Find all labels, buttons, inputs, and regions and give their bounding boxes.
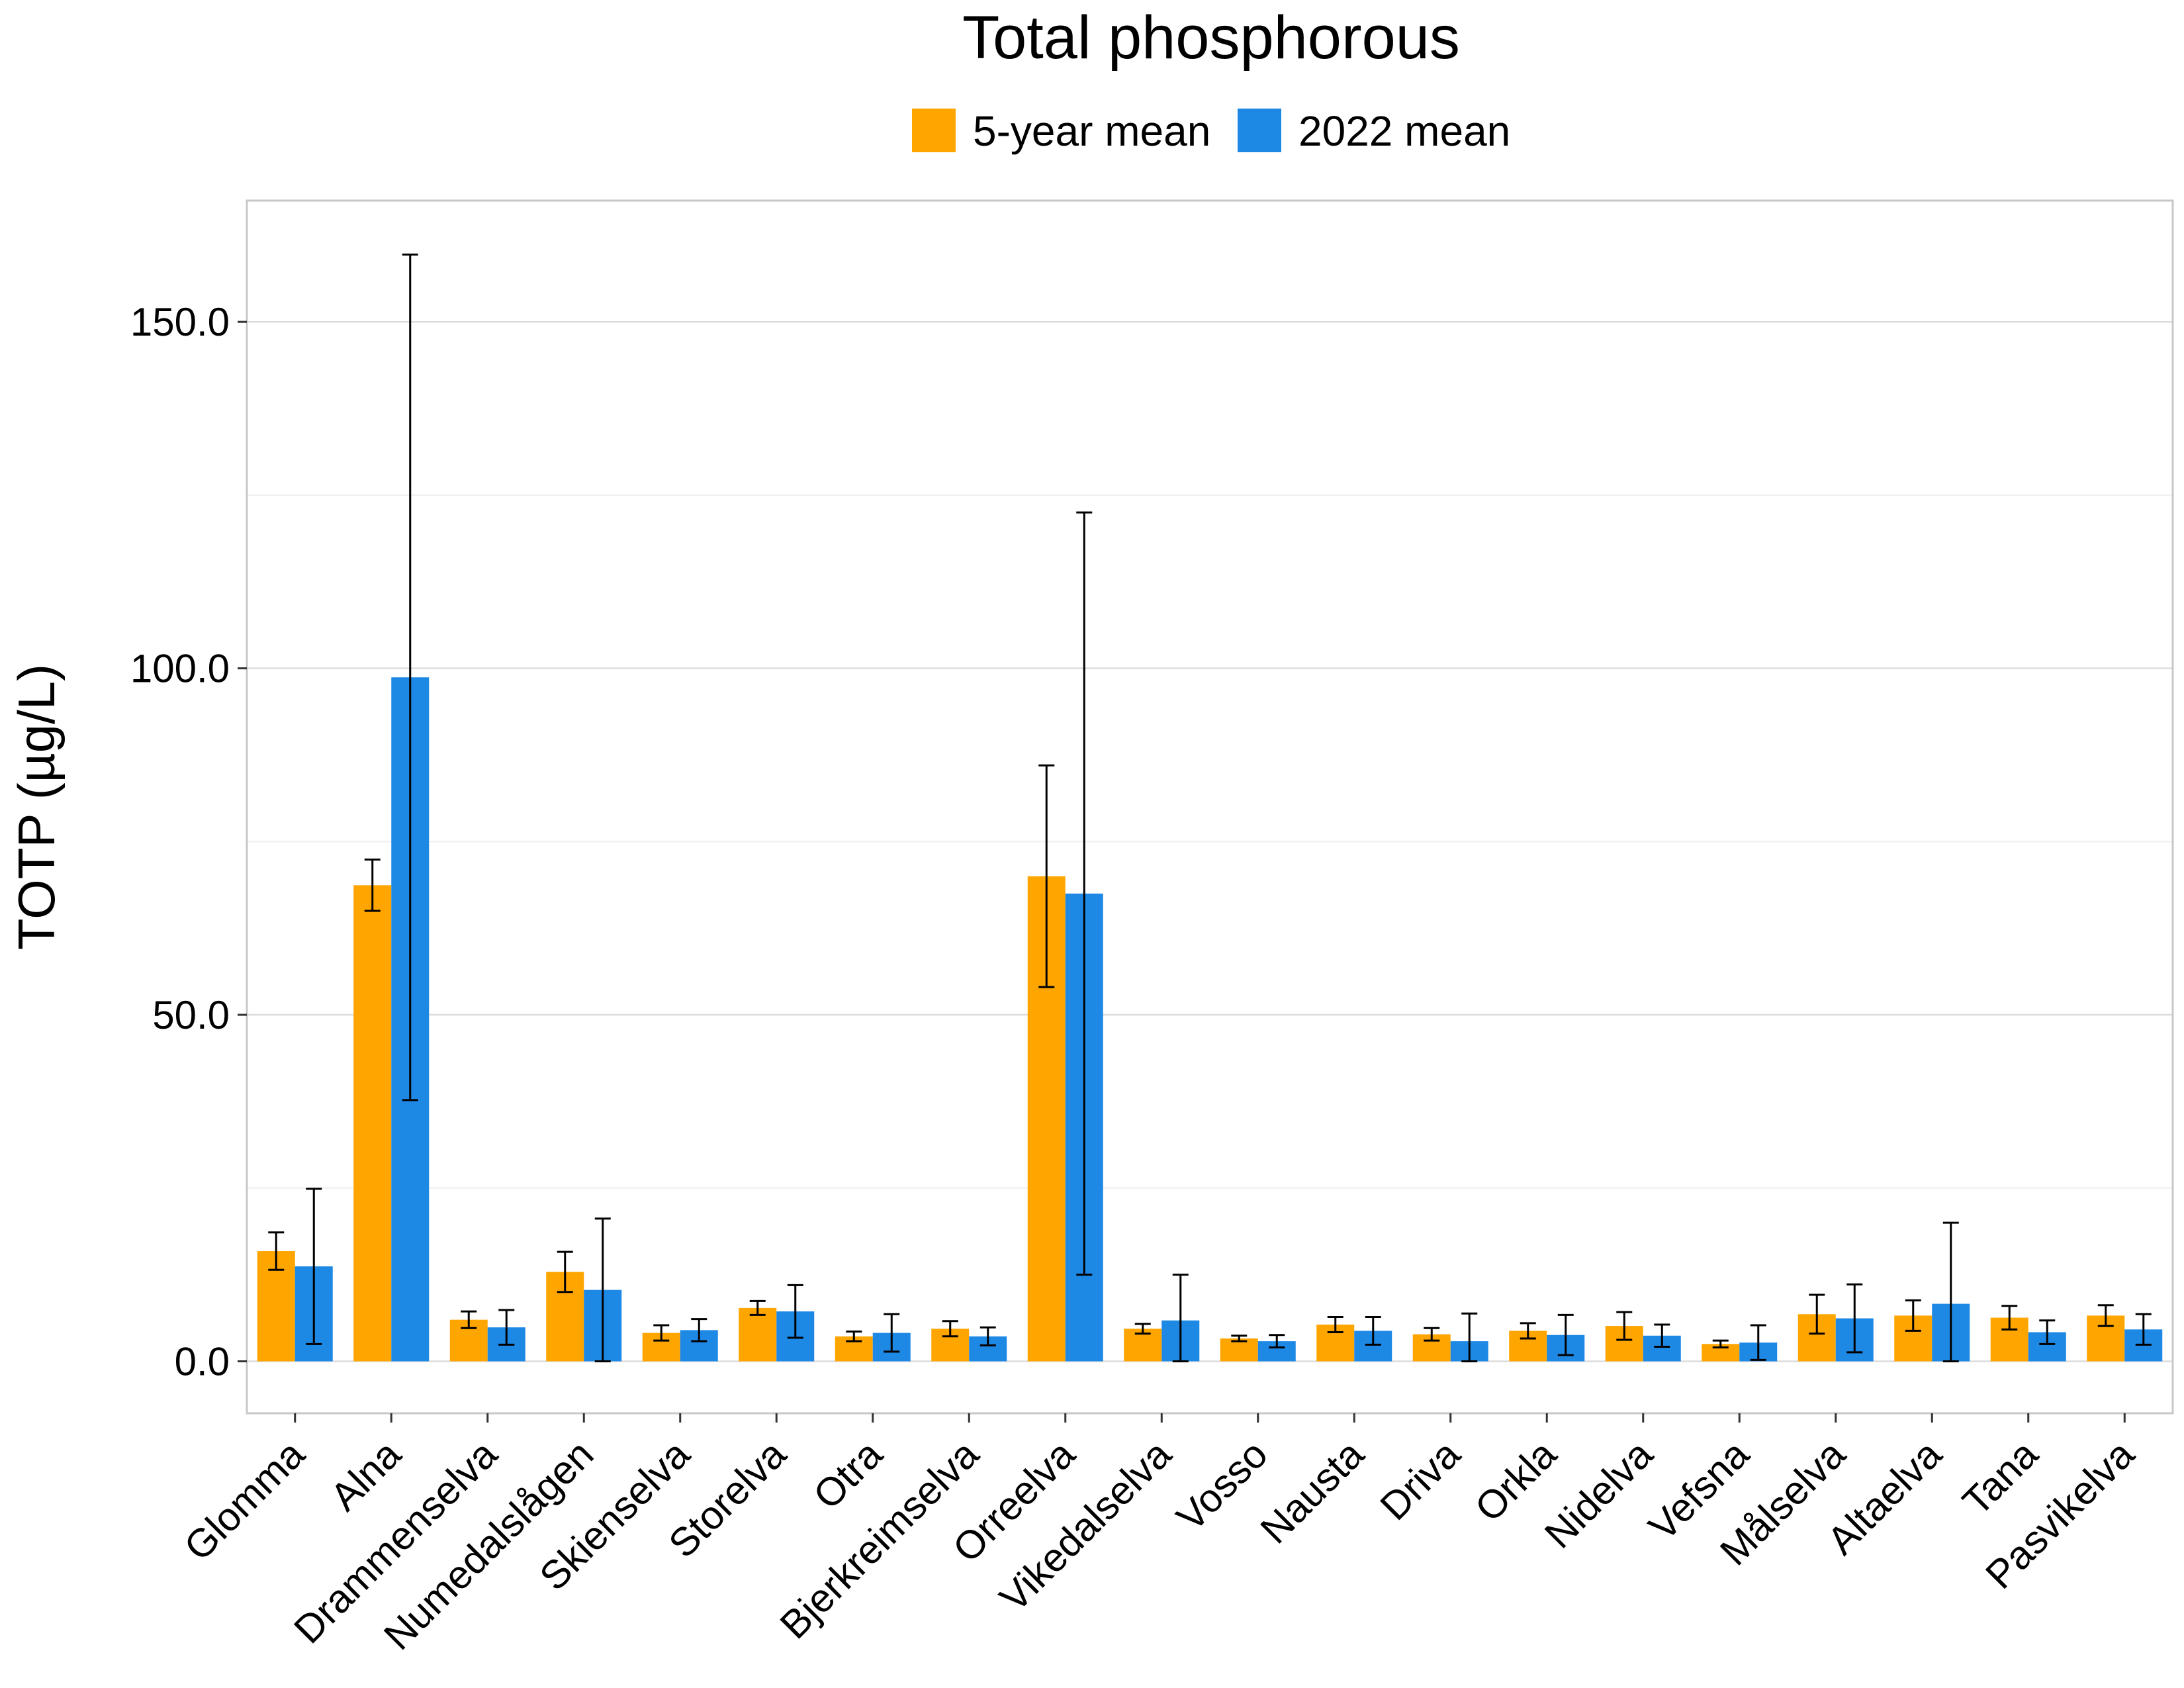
bar-five-year-mean	[739, 1307, 777, 1362]
legend-swatch	[912, 109, 956, 152]
legend-label: 2022 mean	[1298, 107, 1510, 155]
y-axis: 0.0 50.0 100.0 150.0	[130, 300, 247, 1383]
y-tick-label: 50.0	[152, 993, 230, 1037]
chart-title: Total phosphorous	[962, 4, 1460, 71]
bar-five-year-mean	[1220, 1338, 1258, 1362]
error-bars	[268, 254, 2152, 1362]
legend-swatch	[1238, 109, 1281, 152]
legend: 5-year mean 2022 mean	[912, 107, 1510, 155]
plot-border	[246, 199, 2174, 1415]
y-tick-label: 100.0	[130, 647, 230, 691]
y-tick-label: 150.0	[130, 300, 230, 344]
legend-label: 5-year mean	[973, 107, 1210, 155]
y-tick-label: 0.0	[175, 1339, 230, 1383]
bar-five-year-mean	[353, 885, 392, 1362]
plot-area	[247, 201, 2173, 1413]
y-axis-label: TOTP (µg/L)	[7, 664, 66, 950]
